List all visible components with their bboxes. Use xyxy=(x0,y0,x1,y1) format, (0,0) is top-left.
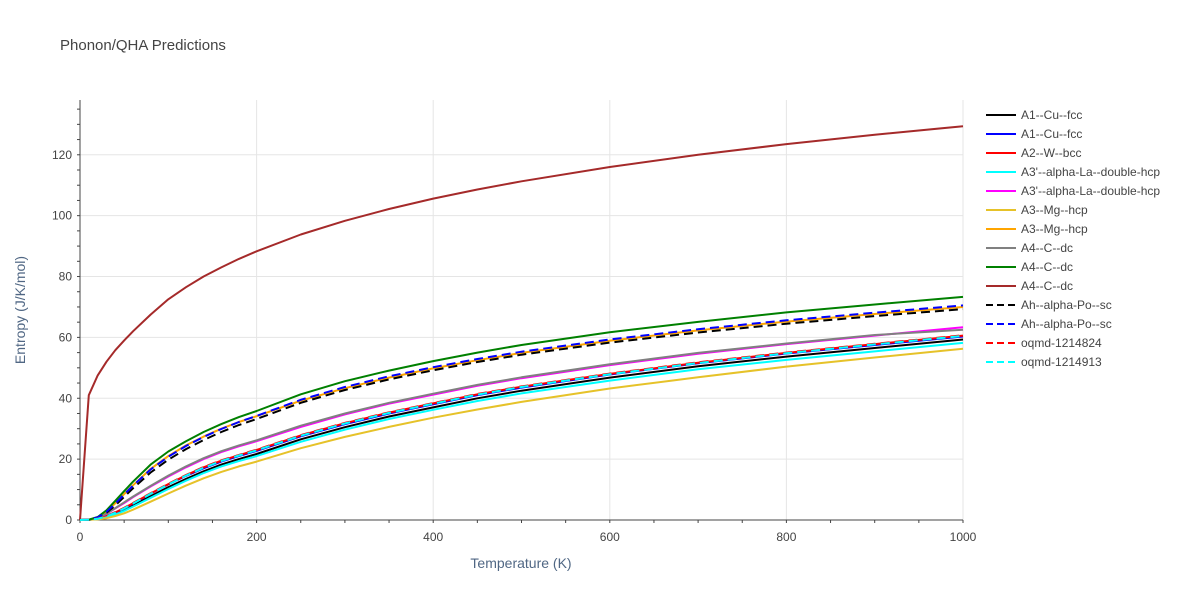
y-tick-label: 20 xyxy=(59,452,73,466)
series-line-11 xyxy=(79,304,964,521)
legend-item[interactable]: A4--C--dc xyxy=(986,241,1073,255)
legend-item[interactable]: A1--Cu--fcc xyxy=(986,108,1082,122)
legend-item[interactable]: A1--Cu--fcc xyxy=(986,127,1082,141)
chart-title: Phonon/QHA Predictions xyxy=(60,37,226,54)
y-axis-ticks: 0 20 40 60 80 100 120 xyxy=(52,148,72,527)
legend-label: A4--C--dc xyxy=(1021,260,1073,274)
x-tick-label: 200 xyxy=(247,530,267,544)
legend-label: A3--Mg--hcp xyxy=(1021,203,1088,217)
legend-item[interactable]: A3--Mg--hcp xyxy=(986,222,1088,236)
legend-label: A4--C--dc xyxy=(1021,279,1073,293)
legend-item[interactable]: Ah--alpha-Po--sc xyxy=(986,317,1112,331)
axes xyxy=(77,100,964,523)
legend-item[interactable]: A2--W--bcc xyxy=(986,146,1081,160)
x-tick-label: 400 xyxy=(423,530,443,544)
legend-label: A1--Cu--fcc xyxy=(1021,127,1082,141)
y-tick-label: 60 xyxy=(59,330,73,344)
series-line-8 xyxy=(79,295,964,521)
grid xyxy=(80,100,964,520)
legend-item[interactable]: A3--Mg--hcp xyxy=(986,203,1088,217)
legend-item[interactable]: A4--C--dc xyxy=(986,260,1073,274)
legend-item[interactable]: oqmd-1214824 xyxy=(986,336,1102,350)
x-tick-label: 1000 xyxy=(950,530,977,544)
legend-item[interactable]: oqmd-1214913 xyxy=(986,355,1102,369)
legend-label: oqmd-1214913 xyxy=(1021,355,1102,369)
series-line-3 xyxy=(79,341,964,521)
series-line-0 xyxy=(79,338,964,521)
plot-lines xyxy=(79,125,964,521)
legend-label: A3--Mg--hcp xyxy=(1021,222,1088,236)
y-tick-label: 120 xyxy=(52,148,72,162)
y-tick-label: 100 xyxy=(52,209,72,223)
series-line-5 xyxy=(79,347,964,521)
x-axis-ticks: 0 200 400 600 800 1000 xyxy=(77,530,977,544)
y-tick-label: 80 xyxy=(59,270,73,284)
legend-label: A2--W--bcc xyxy=(1021,146,1081,160)
series-line-7 xyxy=(79,328,964,521)
x-tick-label: 600 xyxy=(600,530,620,544)
legend-label: oqmd-1214824 xyxy=(1021,336,1102,350)
y-tick-label: 0 xyxy=(65,513,72,527)
legend-label: A3'--alpha-La--double-hcp xyxy=(1021,184,1160,198)
x-tick-label: 0 xyxy=(77,530,84,544)
legend-item[interactable]: A3'--alpha-La--double-hcp xyxy=(986,165,1160,179)
legend-item[interactable]: A3'--alpha-La--double-hcp xyxy=(986,184,1160,198)
series-line-13 xyxy=(79,334,964,521)
legend-label: A1--Cu--fcc xyxy=(1021,108,1082,122)
legend-label: Ah--alpha-Po--sc xyxy=(1021,298,1112,312)
y-tick-label: 40 xyxy=(59,391,73,405)
x-axis-title: Temperature (K) xyxy=(470,555,571,571)
series-line-9 xyxy=(79,125,964,521)
y-axis-title: Entropy (J/K/mol) xyxy=(12,256,28,364)
series-line-10 xyxy=(79,308,964,521)
legend-label: A4--C--dc xyxy=(1021,241,1073,255)
legend-item[interactable]: Ah--alpha-Po--sc xyxy=(986,298,1112,312)
legend[interactable]: A1--Cu--fcc A1--Cu--fcc A2--W--bcc A3'--alp… xyxy=(986,108,1160,369)
x-tick-label: 800 xyxy=(776,530,796,544)
legend-label: A3'--alpha-La--double-hcp xyxy=(1021,165,1160,179)
legend-label: Ah--alpha-Po--sc xyxy=(1021,317,1112,331)
legend-item[interactable]: A4--C--dc xyxy=(986,279,1073,293)
